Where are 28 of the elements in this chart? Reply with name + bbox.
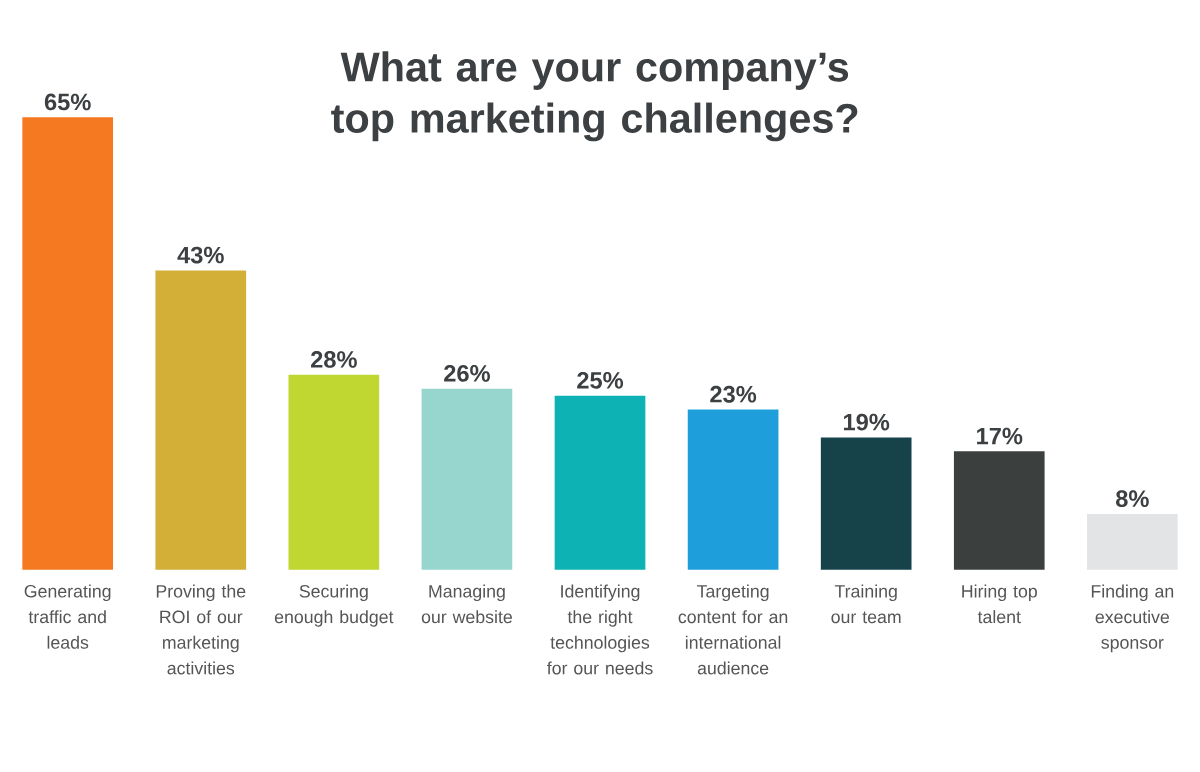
data-label: 17% [977, 427, 1023, 445]
data-label: 28% [311, 351, 357, 368]
bar [1087, 514, 1178, 570]
bar [953, 451, 1045, 570]
bar [554, 395, 646, 570]
x-tick-label: Hiring top talent [962, 584, 1037, 624]
bar [22, 117, 114, 570]
x-tick-label: Proving the ROI of our marketing activities [156, 584, 246, 675]
bar [687, 409, 779, 570]
bar [155, 270, 247, 570]
data-label: 19% [843, 413, 890, 431]
data-label: 23% [710, 386, 757, 403]
chart-title: What are your company’s top marketing challenges? [331, 51, 858, 142]
x-tick-label: Targeting content for an international audience [678, 584, 788, 675]
x-tick-label: Identifying the right technologies for our needs [547, 584, 653, 675]
data-label: 8% [1115, 490, 1149, 508]
x-tick-label: Securing enough budget [274, 584, 394, 627]
x-tick-label: Finding an executive sponsor [1091, 584, 1174, 653]
bar [288, 374, 380, 570]
bar [421, 388, 513, 570]
x-tick-label: Training our team [831, 584, 901, 624]
data-label: 65% [44, 93, 91, 111]
x-tick-label: Managing our website [421, 584, 512, 624]
data-label: 25% [577, 372, 624, 389]
data-label: 43% [177, 246, 224, 264]
x-tick-label: Generating traffic and leads [24, 584, 111, 649]
data-label: 26% [444, 365, 490, 382]
bar [820, 437, 912, 570]
